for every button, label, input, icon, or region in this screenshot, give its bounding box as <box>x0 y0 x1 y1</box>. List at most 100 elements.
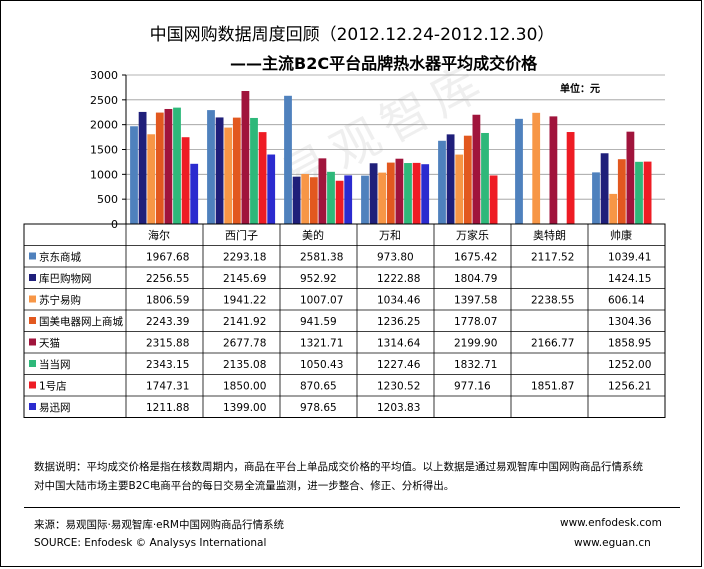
legend-label: 天猫 <box>39 337 60 350</box>
url-eguan: www.eguan.cn <box>574 537 651 549</box>
bar <box>481 132 489 224</box>
y-tick-label: 1000 <box>90 168 118 181</box>
bar <box>455 154 464 224</box>
data-value: 2141.92 <box>223 316 266 328</box>
data-value: 1230.52 <box>377 381 420 393</box>
bar <box>600 153 609 224</box>
data-value: 1858.95 <box>608 338 651 350</box>
data-value: 952.92 <box>300 273 337 285</box>
data-value: 1222.88 <box>377 273 420 285</box>
data-value: 2166.77 <box>531 338 574 350</box>
bar <box>147 134 156 224</box>
data-value: 1967.68 <box>146 252 189 264</box>
bar <box>446 134 455 224</box>
data-value: 977.16 <box>454 381 491 393</box>
bar <box>292 176 301 224</box>
bar <box>327 171 335 224</box>
source-en: SOURCE: Enfodesk © Analysys Internationa… <box>34 537 267 549</box>
bar <box>309 177 318 224</box>
bar <box>472 114 481 224</box>
data-value: 1034.46 <box>377 295 421 307</box>
bar <box>241 91 250 224</box>
data-value: 1050.43 <box>300 359 343 371</box>
legend-swatch <box>29 274 36 281</box>
category-label: 万家乐 <box>456 228 489 242</box>
data-value: 1007.07 <box>300 295 343 307</box>
bar <box>344 175 353 224</box>
legend-swatch <box>29 317 36 324</box>
bar <box>489 175 498 224</box>
data-value: 1039.41 <box>608 252 651 264</box>
data-value: 1321.71 <box>300 338 343 350</box>
unit-label: 单位：元 <box>560 84 600 95</box>
data-value: 1804.79 <box>454 273 497 285</box>
data-value: 2256.55 <box>146 273 189 285</box>
bar <box>361 175 369 224</box>
data-value: 2243.39 <box>146 316 189 328</box>
data-value: 1314.64 <box>377 338 421 350</box>
legend-swatch <box>29 403 36 410</box>
bar <box>181 137 190 224</box>
data-value: 2117.52 <box>531 252 574 264</box>
bar <box>301 173 310 224</box>
chart-subtitle: ——主流B2C平台品牌热水器平均成交价格 <box>230 54 538 73</box>
data-value: 1227.46 <box>377 359 421 371</box>
data-value: 973.80 <box>377 252 414 264</box>
bar-chart: 050010001500200025003000海尔 西门子 美的 万和 万家乐 奥特朗帅… <box>23 69 666 418</box>
y-tick-label: 500 <box>97 193 118 206</box>
data-value: 1304.36 <box>608 316 652 328</box>
bar <box>549 116 558 224</box>
bar <box>378 172 387 224</box>
legend-swatch <box>29 360 36 367</box>
legend-swatch <box>29 338 36 346</box>
category-label: 海尔 <box>148 228 170 242</box>
bar <box>318 158 327 224</box>
url-enfodesk: www.enfodesk.com <box>560 517 662 529</box>
data-value: 1851.87 <box>531 381 574 393</box>
data-value: 870.65 <box>300 381 337 393</box>
legend-label: 易迅网 <box>39 402 71 414</box>
data-value: 2238.55 <box>531 295 574 307</box>
data-value: 606.14 <box>608 295 645 307</box>
data-value: 1252.00 <box>608 359 651 371</box>
data-value: 2293.18 <box>223 252 266 264</box>
data-value: 978.65 <box>300 402 337 414</box>
data-value: 2135.08 <box>223 359 266 371</box>
bar <box>438 140 446 224</box>
legend-swatch <box>29 381 36 389</box>
category-label: 美的 <box>302 228 324 242</box>
bar <box>258 132 267 224</box>
data-value: 1832.71 <box>454 359 497 371</box>
data-value: 1747.31 <box>146 381 189 393</box>
bar <box>532 112 541 224</box>
bar <box>335 180 344 224</box>
bar <box>215 117 224 224</box>
notes-line-1: 数据说明：平均成交价格是指在核数周期内，商品在平台上单品成交价格的平均值。以上数… <box>34 461 643 473</box>
notes-line-2: 对中国大陆市场主要B2C电商平台的每日交易全流量监测，进一步整合、修正、分析得出… <box>34 480 455 492</box>
data-value: 941.59 <box>300 316 337 328</box>
bar <box>635 161 643 224</box>
data-value: 1399.00 <box>223 402 266 414</box>
data-value: 1211.88 <box>146 402 189 414</box>
legend-label: 库巴购物网 <box>39 272 92 285</box>
bar <box>566 132 575 224</box>
y-tick-label: 3000 <box>90 69 118 82</box>
data-value: 1806.59 <box>146 295 189 307</box>
data-value: 2315.88 <box>146 338 189 350</box>
bar <box>232 117 241 224</box>
source-cn: 来源：易观国际·易观智库·eRM中国网购商品行情系统 <box>34 519 284 531</box>
bar <box>250 117 258 224</box>
bar <box>224 127 233 224</box>
bar <box>207 110 215 224</box>
legend-label: 京东商城 <box>39 251 81 264</box>
data-value: 1850.00 <box>223 381 266 393</box>
category-label: 万和 <box>379 229 401 242</box>
y-tick-label: 1500 <box>90 144 118 157</box>
bar <box>155 112 164 224</box>
bar <box>284 95 292 224</box>
bar <box>395 158 404 224</box>
data-value: 1941.22 <box>223 295 266 307</box>
data-value: 2199.90 <box>454 338 497 350</box>
bar <box>164 108 173 224</box>
